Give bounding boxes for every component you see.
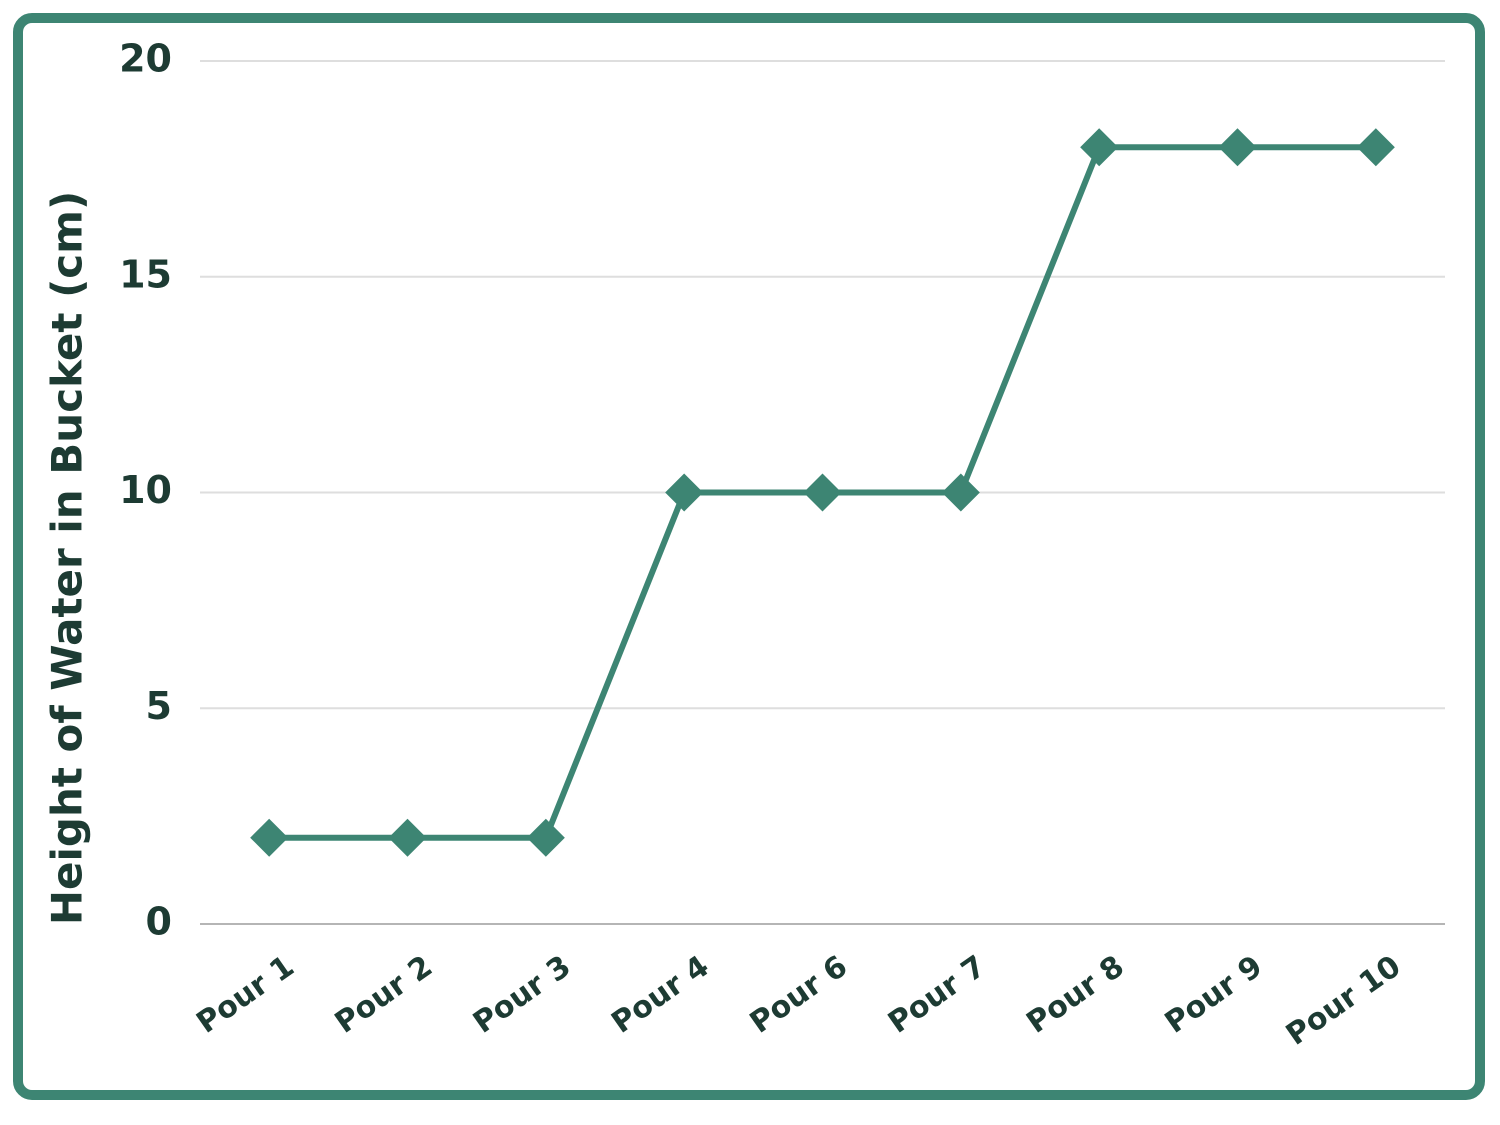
data-marker — [941, 473, 980, 512]
y-axis-label: Height of Water in Bucket (cm) — [43, 191, 92, 925]
data-marker — [1080, 128, 1119, 167]
data-marker — [1218, 128, 1257, 167]
data-marker — [250, 818, 289, 857]
data-marker — [526, 818, 565, 857]
data-marker — [1356, 128, 1395, 167]
y-tick-label: 15 — [119, 252, 172, 296]
y-tick-label: 0 — [146, 900, 172, 944]
data-marker — [665, 473, 704, 512]
y-tick-label: 5 — [146, 684, 172, 728]
chart-frame — [13, 13, 1485, 1100]
y-tick-label: 20 — [119, 37, 172, 81]
data-marker — [388, 818, 427, 857]
y-tick-label: 10 — [119, 468, 172, 512]
data-marker — [803, 473, 842, 512]
